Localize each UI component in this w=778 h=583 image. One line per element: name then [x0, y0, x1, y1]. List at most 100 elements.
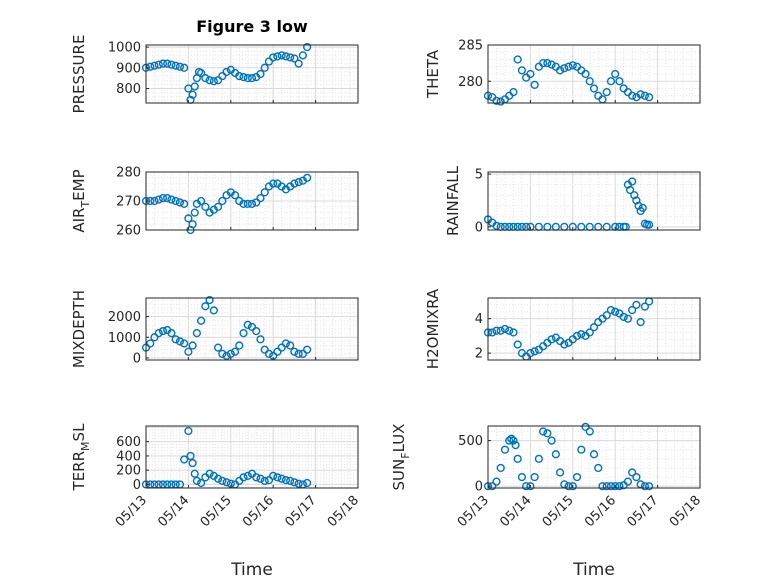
data-point — [146, 339, 155, 348]
data-point — [256, 194, 265, 203]
data-point — [218, 476, 227, 485]
data-point — [260, 345, 269, 354]
data-point — [522, 482, 531, 491]
data-point — [577, 330, 586, 339]
data-point — [581, 422, 590, 432]
data-point — [632, 300, 641, 309]
series-mixdepth — [141, 295, 312, 360]
data-point — [175, 62, 185, 71]
series-theta — [483, 55, 654, 106]
data-point — [294, 479, 303, 488]
y-tick-label: 800 — [116, 82, 141, 97]
data-point — [290, 478, 299, 487]
grid — [487, 172, 701, 230]
data-point — [273, 52, 282, 61]
axes-box — [487, 297, 701, 361]
y-tick-label: 0 — [475, 220, 483, 235]
data-point — [205, 469, 214, 478]
data-point — [230, 191, 240, 200]
data-point — [585, 77, 594, 86]
data-point — [180, 339, 189, 348]
y-tick-label: 900 — [116, 61, 141, 76]
data-point — [252, 473, 261, 482]
data-point — [201, 202, 210, 211]
axes-box — [487, 425, 701, 489]
data-point — [235, 71, 244, 81]
data-point — [243, 471, 252, 480]
data-point — [222, 67, 231, 77]
data-point — [222, 478, 231, 487]
data-point — [606, 77, 616, 86]
data-point — [213, 202, 223, 211]
data-point — [184, 426, 193, 436]
data-point — [513, 340, 522, 349]
data-point — [192, 329, 201, 338]
data-point — [192, 476, 201, 485]
data-point — [581, 69, 590, 79]
data-point — [256, 474, 265, 483]
data-point — [585, 328, 594, 337]
data-point — [243, 199, 252, 209]
y-tick-label: 500 — [458, 434, 483, 449]
data-point — [247, 74, 257, 83]
data-point — [634, 201, 643, 210]
data-point — [256, 335, 265, 344]
data-point — [209, 306, 218, 315]
data-point — [632, 472, 641, 482]
data-point — [294, 178, 303, 187]
data-point — [230, 347, 240, 356]
data-point — [205, 295, 214, 305]
data-point — [243, 320, 252, 329]
y-tick-label: 0 — [133, 351, 141, 366]
data-point — [294, 349, 303, 358]
data-point — [273, 347, 282, 356]
data-point — [188, 220, 197, 229]
data-point — [564, 62, 573, 71]
data-point — [180, 455, 189, 464]
data-point — [602, 311, 611, 320]
y-tick-label: 0 — [133, 478, 141, 493]
data-point — [209, 77, 218, 86]
axes-box — [487, 171, 701, 231]
data-point — [264, 476, 274, 485]
data-point — [260, 63, 269, 72]
series-sun_flux — [483, 422, 654, 491]
data-point — [239, 199, 248, 209]
data-point — [560, 64, 569, 73]
x-tick-label: 05/13 — [455, 493, 492, 530]
data-point — [623, 477, 633, 486]
series-air_temp — [141, 173, 312, 235]
data-point — [589, 323, 599, 332]
data-point — [611, 482, 620, 491]
data-point — [630, 191, 639, 200]
data-point — [158, 326, 168, 336]
data-point — [594, 463, 603, 473]
series-h2omixra — [483, 297, 654, 361]
data-point — [184, 347, 193, 356]
data-point — [205, 76, 214, 85]
data-point — [507, 434, 516, 443]
data-point — [163, 59, 172, 68]
data-point — [298, 349, 307, 358]
data-point — [539, 427, 548, 436]
data-point — [568, 482, 577, 491]
data-point — [303, 173, 312, 182]
data-point — [163, 194, 172, 203]
data-point — [505, 436, 514, 445]
plot-area — [146, 45, 358, 103]
data-point — [530, 347, 539, 356]
data-point — [154, 60, 163, 69]
data-point — [509, 88, 518, 97]
data-point — [539, 59, 548, 68]
y-tick-label: 4 — [475, 312, 483, 327]
data-point — [500, 445, 510, 454]
data-point — [492, 221, 501, 230]
x-tick-label: 05/17 — [624, 493, 661, 530]
data-point — [615, 482, 624, 491]
data-point — [640, 91, 649, 100]
data-point — [598, 482, 607, 491]
data-point — [180, 63, 189, 72]
data-point — [269, 53, 278, 62]
data-point — [530, 472, 539, 482]
